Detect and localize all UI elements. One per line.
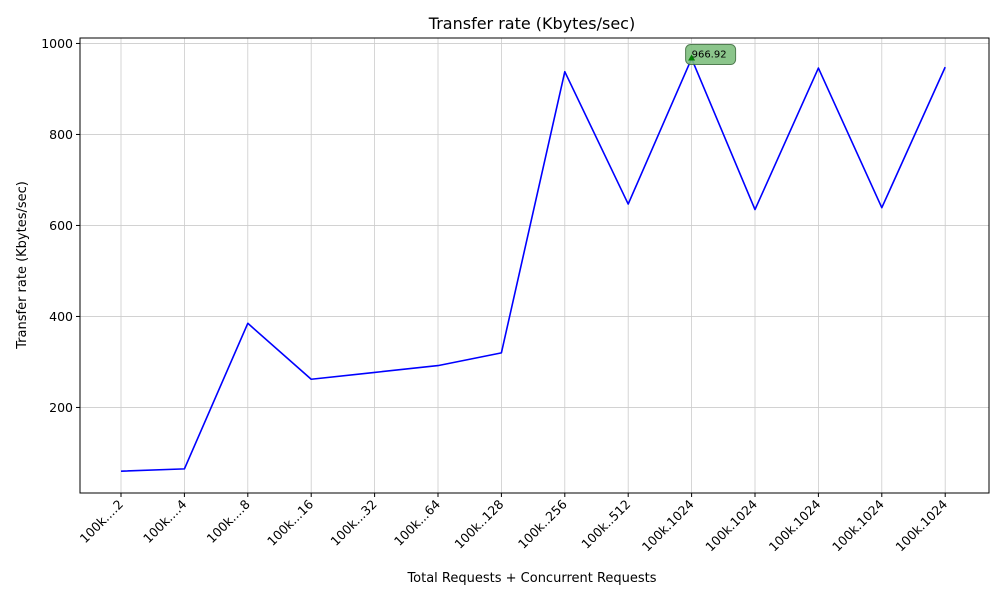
x-axis: 100k....2 100k....4 100k....8 100k...16 100k… xyxy=(77,493,950,554)
x-tick-label: 100k..256 xyxy=(515,496,570,551)
annotation-box xyxy=(685,44,737,66)
x-tick-label: 100k.1024 xyxy=(639,496,697,554)
y-tick-label: 600 xyxy=(49,218,73,233)
series-line xyxy=(120,57,946,472)
x-tick-label: 100k..512 xyxy=(578,497,633,552)
x-tick-label: 100k....4 xyxy=(140,496,189,545)
series-layer xyxy=(120,57,946,472)
y-axis-label: Transfer rate (Kbytes/sec) xyxy=(15,181,30,350)
x-tick-label: 100k.1024 xyxy=(892,496,950,554)
chart-title: Transfer rate (Kbytes/sec) xyxy=(428,14,635,33)
x-tick-label: 100k....2 xyxy=(77,497,126,546)
max-marker xyxy=(688,54,696,61)
x-tick-label: 100k...32 xyxy=(327,497,379,549)
x-tick-label: 100k..128 xyxy=(451,496,506,551)
grid-lines xyxy=(80,38,989,493)
y-tick-label: 200 xyxy=(49,400,73,415)
x-tick-label: 100k.1024 xyxy=(829,496,887,554)
y-tick-label: 400 xyxy=(49,309,73,324)
x-tick-label: 100k.1024 xyxy=(766,496,824,554)
annotation-label: 966.92 xyxy=(692,50,727,61)
y-tick-label: 1000 xyxy=(41,36,73,51)
plot-area xyxy=(79,37,990,494)
x-tick-label: 100k...64 xyxy=(391,496,443,548)
y-tick-label: 800 xyxy=(49,127,73,142)
x-tick-label: 100k.1024 xyxy=(702,496,760,554)
x-tick-label: 100k....8 xyxy=(203,496,252,545)
x-axis-label: Total Requests + Concurrent Requests xyxy=(406,571,656,586)
y-axis: 200 400 600 800 1000 xyxy=(41,36,80,415)
x-tick-label: 100k...16 xyxy=(264,496,316,548)
max-annotation: 966.92 xyxy=(685,44,737,66)
